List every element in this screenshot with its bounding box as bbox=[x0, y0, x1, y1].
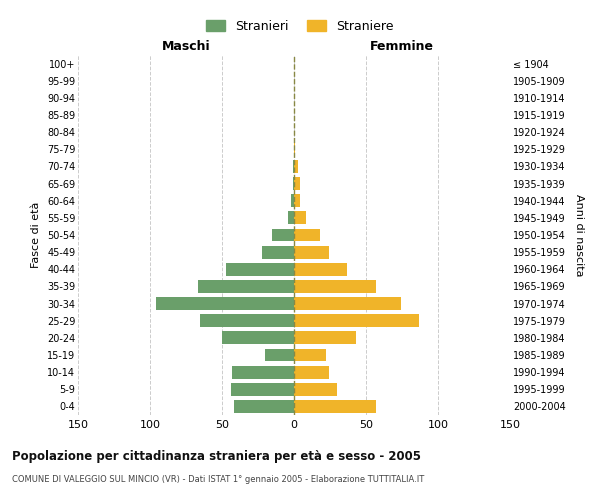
Bar bbox=[293, 177, 294, 190]
Bar bbox=[294, 177, 300, 190]
Bar bbox=[222, 332, 294, 344]
Bar bbox=[233, 400, 294, 413]
Y-axis label: Anni di nascita: Anni di nascita bbox=[574, 194, 584, 276]
Text: COMUNE DI VALEGGIO SUL MINCIO (VR) - Dati ISTAT 1° gennaio 2005 - Elaborazione T: COMUNE DI VALEGGIO SUL MINCIO (VR) - Dat… bbox=[12, 475, 424, 484]
Text: Femmine: Femmine bbox=[370, 40, 434, 54]
Bar bbox=[291, 194, 294, 207]
Bar bbox=[294, 348, 326, 362]
Bar bbox=[293, 160, 294, 173]
Bar bbox=[265, 348, 294, 362]
Bar bbox=[294, 246, 329, 258]
Bar bbox=[294, 263, 347, 276]
Bar bbox=[294, 366, 329, 378]
Bar bbox=[294, 143, 295, 156]
Bar bbox=[288, 212, 294, 224]
Y-axis label: Fasce di età: Fasce di età bbox=[31, 202, 41, 268]
Bar bbox=[200, 314, 294, 327]
Bar bbox=[156, 297, 294, 310]
Bar bbox=[294, 314, 419, 327]
Bar bbox=[230, 383, 294, 396]
Bar bbox=[294, 228, 320, 241]
Bar bbox=[272, 228, 294, 241]
Bar bbox=[294, 297, 401, 310]
Text: Popolazione per cittadinanza straniera per età e sesso - 2005: Popolazione per cittadinanza straniera p… bbox=[12, 450, 421, 463]
Bar bbox=[294, 400, 376, 413]
Bar bbox=[197, 280, 294, 293]
Bar bbox=[294, 280, 376, 293]
Bar bbox=[294, 194, 300, 207]
Bar bbox=[226, 263, 294, 276]
Bar bbox=[294, 332, 356, 344]
Bar bbox=[294, 160, 298, 173]
Bar bbox=[294, 212, 305, 224]
Bar bbox=[232, 366, 294, 378]
Text: Maschi: Maschi bbox=[161, 40, 211, 54]
Legend: Stranieri, Straniere: Stranieri, Straniere bbox=[203, 16, 397, 37]
Bar bbox=[294, 383, 337, 396]
Bar bbox=[262, 246, 294, 258]
